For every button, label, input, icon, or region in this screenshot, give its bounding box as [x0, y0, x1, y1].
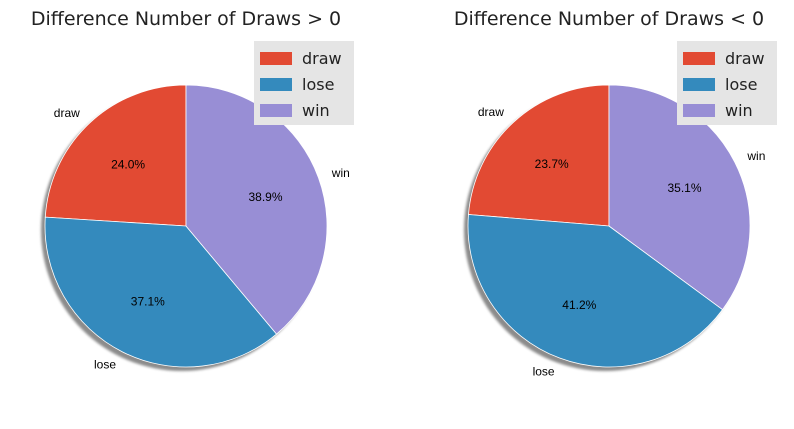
legend-swatch-lose — [260, 78, 292, 91]
pie-slice-draw — [468, 84, 610, 227]
slice-percent-win: 38.9% — [248, 190, 282, 204]
legend-right: draw lose win — [677, 41, 777, 125]
legend-swatch-draw — [683, 52, 715, 65]
legend-label-draw: draw — [725, 49, 765, 68]
chart-title-left: Difference Number of Draws > 0 — [31, 8, 341, 30]
slice-percent-draw: 23.7% — [535, 157, 569, 171]
slice-label-win: win — [746, 149, 765, 163]
pie-slice-draw — [44, 84, 187, 227]
pie-slice-lose — [467, 214, 724, 368]
legend-left: draw lose win — [254, 41, 354, 125]
legend-label-draw: draw — [302, 49, 342, 68]
legend-swatch-draw — [260, 52, 292, 65]
pie-slice-win — [185, 84, 328, 335]
slice-label-lose: lose — [94, 357, 116, 371]
legend-label-win: win — [725, 101, 753, 120]
pie-slice-lose — [44, 216, 278, 368]
slice-label-lose: lose — [533, 364, 555, 378]
slice-percent-lose: 37.1% — [131, 295, 165, 309]
slice-percent-draw: 24.0% — [111, 157, 145, 171]
chart-title-right: Difference Number of Draws < 0 — [454, 8, 764, 30]
pie-slice-win — [608, 84, 751, 311]
legend-swatch-win — [260, 104, 292, 117]
slice-label-draw: draw — [54, 106, 80, 120]
pie-chart-left: Difference Number of Draws > 0 draw 24.0%… — [31, 8, 354, 371]
slice-label-draw: draw — [478, 105, 504, 119]
legend-label-lose: lose — [302, 75, 334, 94]
slice-percent-lose: 41.2% — [562, 298, 596, 312]
slice-percent-win: 35.1% — [667, 181, 701, 195]
legend-swatch-lose — [683, 78, 715, 91]
legend-swatch-win — [683, 104, 715, 117]
legend-label-lose: lose — [725, 75, 757, 94]
slice-label-win: win — [331, 166, 350, 180]
pie-chart-right: Difference Number of Draws < 0 draw 23.7%… — [454, 8, 777, 378]
legend-label-win: win — [302, 101, 330, 120]
